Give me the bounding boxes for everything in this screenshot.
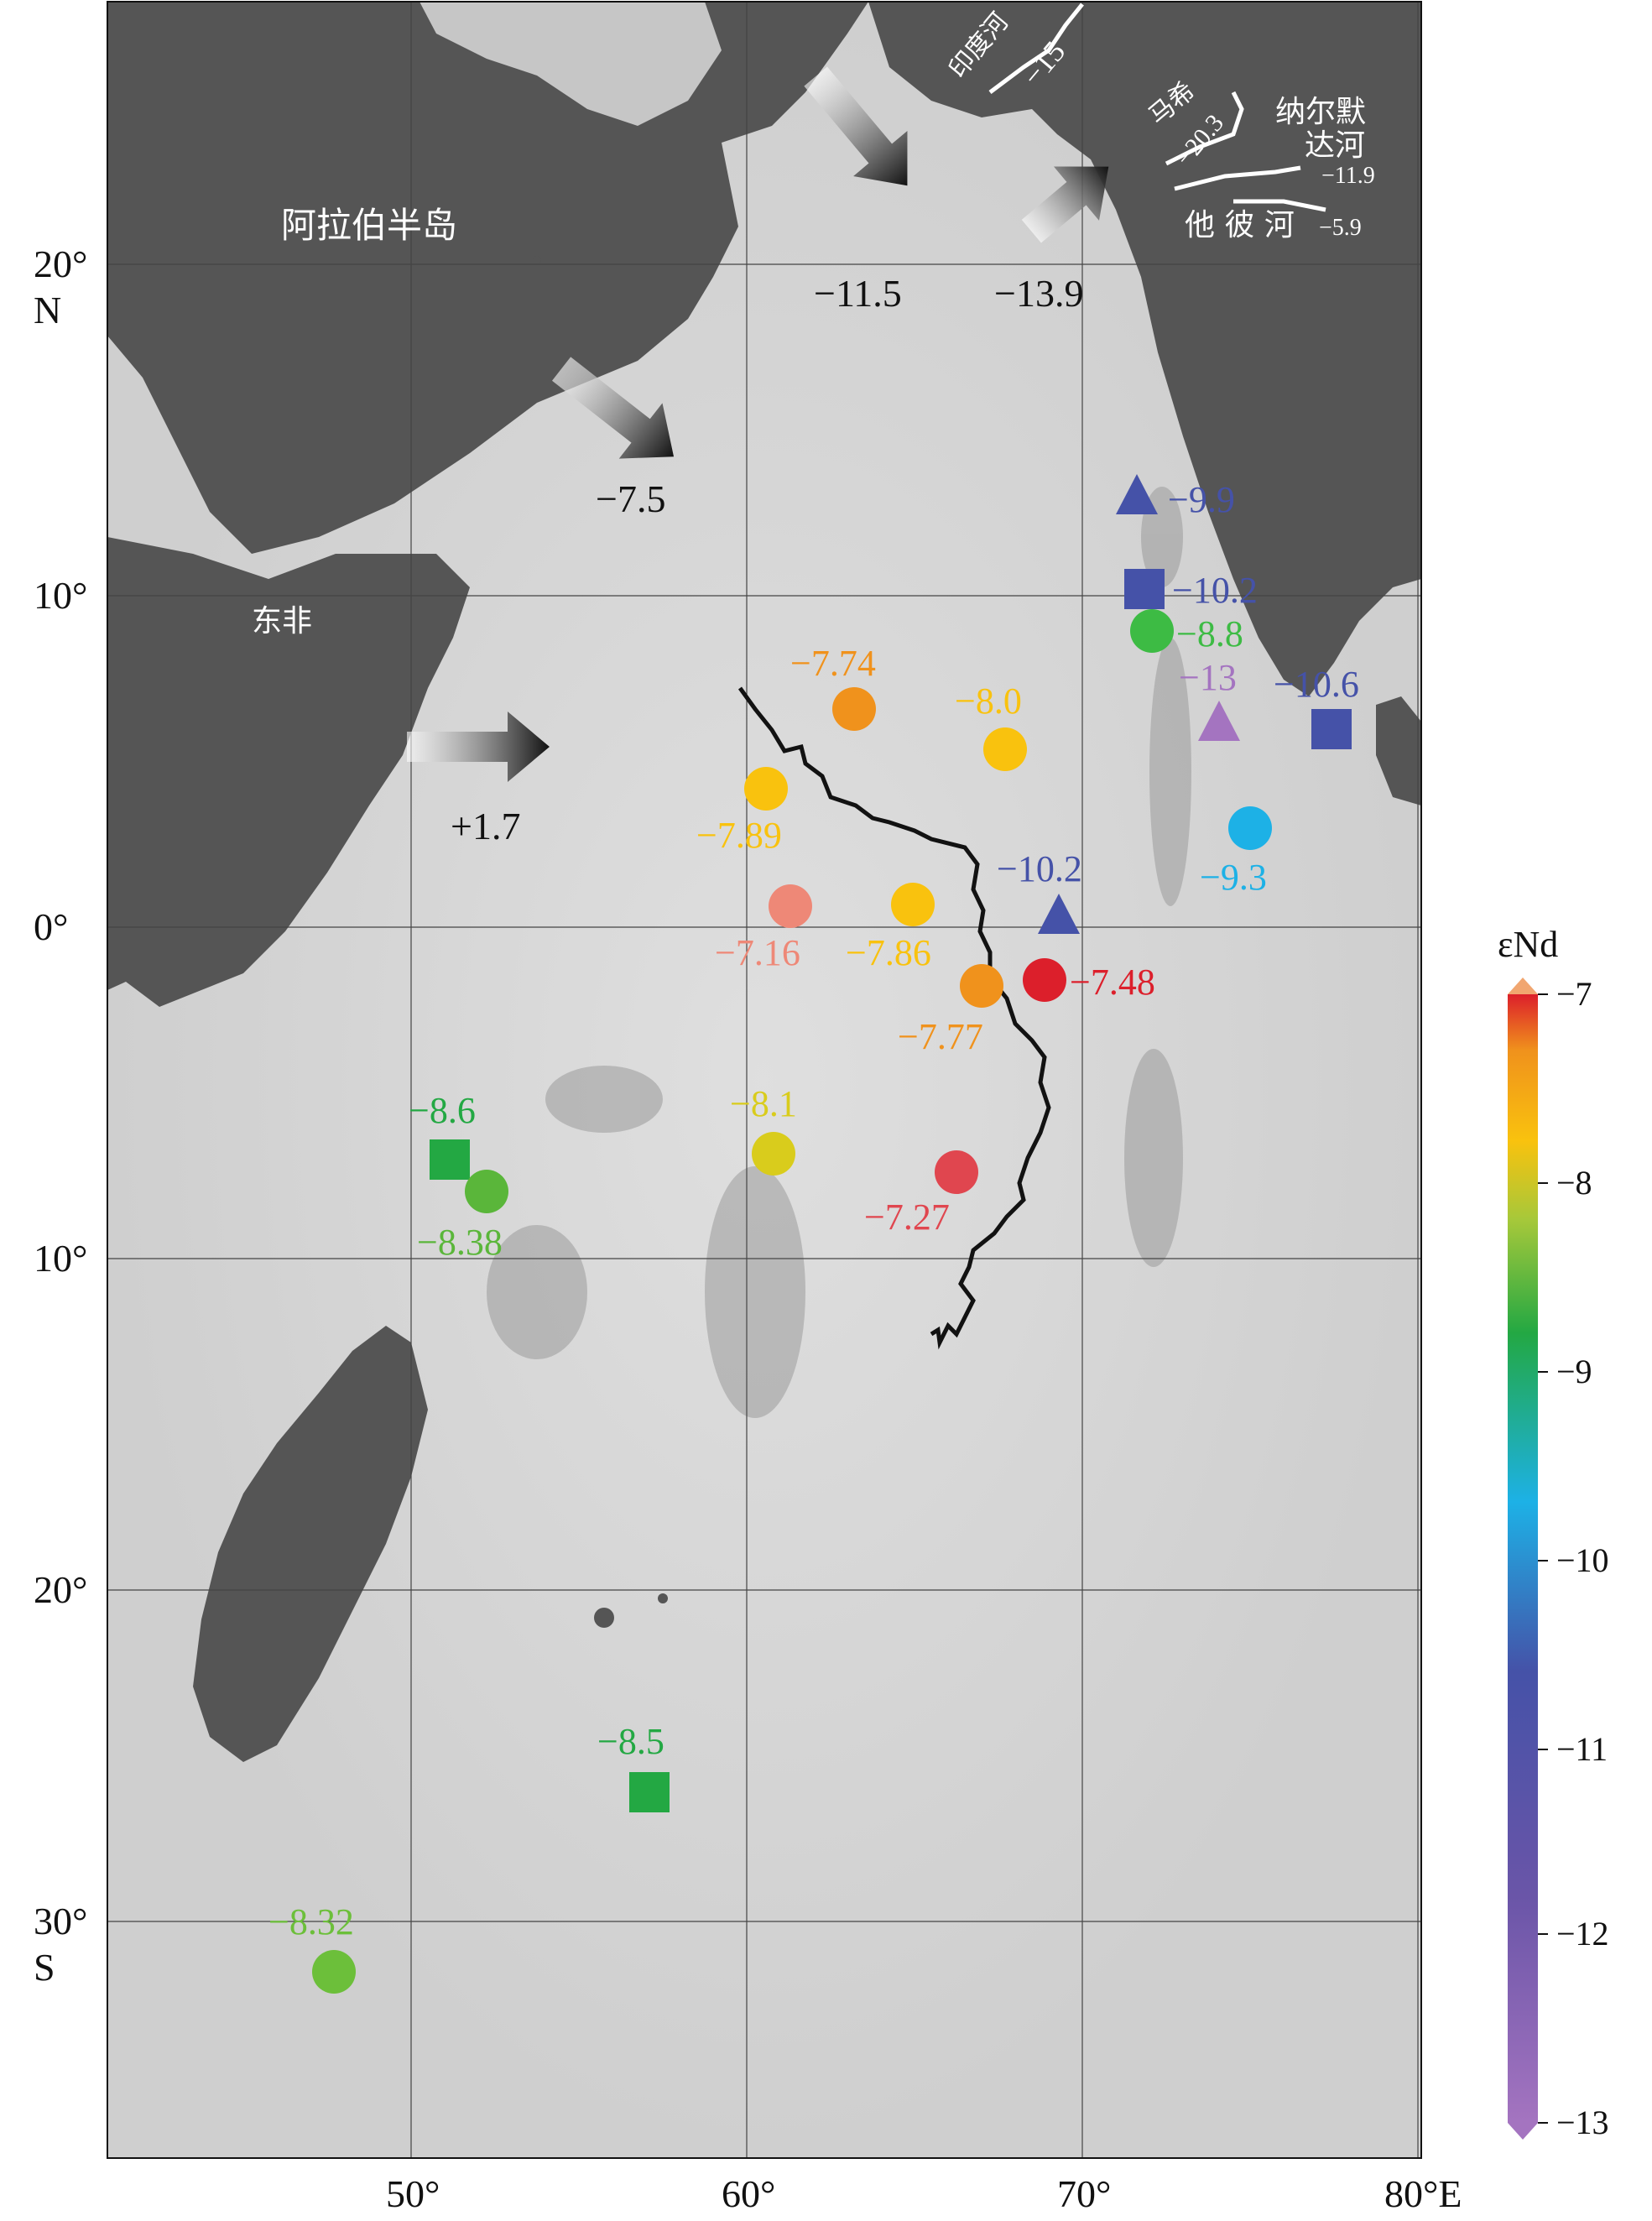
- carlsberg-ridge: [737, 686, 1051, 1350]
- sample-s15-label: −8.6: [409, 1090, 476, 1131]
- narmada-value: −11.9: [1321, 163, 1375, 189]
- sample-s11-marker: [891, 883, 935, 926]
- colorbar-bar: [1508, 994, 1538, 2123]
- sample-s4-label: −13: [1179, 657, 1237, 698]
- lon-label-70: 70°: [1057, 2172, 1111, 2215]
- arrow-2-value: −13.9: [994, 272, 1083, 315]
- lon-label-80: 80°E: [1384, 2172, 1462, 2215]
- tapi-label: 他 彼 河: [1185, 208, 1295, 242]
- sample-s2-marker: [1124, 569, 1165, 609]
- sample-s19-label: −8.5: [597, 1721, 664, 1762]
- africa-landmass: [107, 537, 470, 1007]
- sample-s3-marker: [1130, 609, 1174, 653]
- sample-s1-label: −9.9: [1168, 479, 1235, 520]
- colorbar-tick-4: −10: [1556, 1541, 1609, 1579]
- sample-s5-label: −10.6: [1274, 664, 1359, 705]
- arabia-landmass: [107, 2, 868, 554]
- sample-labels: −9.9 −10.2 −8.8 −13 −10.6 −9.3 −7.74 −8.…: [268, 479, 1359, 1942]
- sample-s18-marker: [935, 1150, 978, 1194]
- narmada-label-2: 达河: [1305, 128, 1365, 163]
- india-landmass: [1091, 159, 1421, 696]
- axis-labels: 50° 60° 70° 80°E 20° N 10° 0° 10° 20° 30…: [34, 242, 1462, 2215]
- lon-label-50: 50°: [386, 2172, 440, 2215]
- colorbar-tick-1: −7: [1556, 975, 1592, 1013]
- arrow-2: [1021, 166, 1109, 243]
- east-africa-label: 东非: [252, 604, 312, 639]
- sample-s12-label: −10.2: [997, 848, 1082, 889]
- graticule: [107, 2, 1421, 2158]
- sample-s17-label: −8.1: [730, 1083, 797, 1124]
- sample-s7-marker: [832, 687, 876, 731]
- sample-s6-marker: [1228, 806, 1272, 850]
- sample-markers: [312, 474, 1352, 1994]
- colorbar-tick-3: −9: [1556, 1353, 1592, 1390]
- sri-lanka: [1376, 696, 1421, 806]
- sample-s12-marker: [1038, 894, 1080, 934]
- sample-s10-marker: [769, 884, 812, 928]
- lat-label-20s: 20°: [34, 1568, 87, 1611]
- colorbar-tick-2: −8: [1556, 1164, 1592, 1202]
- sample-s11-label: −7.86: [846, 932, 931, 973]
- sample-s20-marker: [312, 1950, 356, 1994]
- sample-s9-marker: [744, 767, 788, 811]
- colorbar-tick-7: −13: [1556, 2104, 1609, 2141]
- sample-s8-label: −8.0: [955, 680, 1022, 722]
- arrow-4: [407, 712, 550, 782]
- narmada-label-1: 纳尔默: [1275, 95, 1366, 129]
- tapi-value: −5.9: [1319, 215, 1362, 241]
- sample-s10-label: −7.16: [715, 932, 800, 973]
- lat-label-s: S: [34, 1946, 55, 1989]
- sample-s4-marker: [1198, 701, 1240, 741]
- sample-s18-label: −7.27: [864, 1197, 950, 1238]
- sample-s16-marker: [465, 1170, 508, 1213]
- sample-s14-marker: [960, 964, 1003, 1008]
- lat-label-10n: 10°: [34, 574, 87, 617]
- arrow-3: [551, 357, 675, 459]
- arrow-4-value: +1.7: [451, 805, 520, 847]
- sample-s1-marker: [1116, 474, 1158, 514]
- sample-s20-label: −8.32: [268, 1901, 354, 1942]
- arrow-1: [804, 66, 908, 186]
- sample-s13-marker: [1023, 958, 1066, 1002]
- colorbar: εNd −7 −8 −9 −10 −11 −12 −13: [1498, 924, 1609, 2141]
- sample-s7-label: −7.74: [790, 643, 876, 684]
- colorbar-tick-5: −11: [1556, 1730, 1608, 1768]
- arrow-1-value: −11.5: [814, 272, 902, 315]
- lat-label-10s: 10°: [34, 1237, 87, 1280]
- arabia-label: 阿拉伯半岛: [281, 205, 457, 246]
- lat-label-30s: 30°: [34, 1900, 87, 1942]
- sample-s5-marker: [1311, 709, 1352, 749]
- lat-label-n: N: [34, 289, 61, 331]
- colorbar-tick-6: −12: [1556, 1915, 1609, 1952]
- flux-arrows: [407, 66, 1109, 782]
- map-frame: [107, 1, 1422, 2159]
- sample-s13-label: −7.48: [1070, 962, 1155, 1003]
- rivers: [988, 3, 1326, 212]
- sample-s19-marker: [629, 1772, 670, 1812]
- sample-s3-label: −8.8: [1176, 613, 1243, 654]
- sample-s6-label: −9.3: [1200, 857, 1267, 898]
- sample-s2-label: −10.2: [1172, 570, 1258, 611]
- colorbar-title: εNd: [1498, 924, 1558, 965]
- lon-label-60: 60°: [722, 2172, 775, 2215]
- lat-label-0: 0°: [34, 905, 68, 948]
- sample-s8-marker: [983, 727, 1027, 771]
- madagascar: [193, 1326, 428, 1762]
- arrow-3-value: −7.5: [596, 477, 665, 520]
- sample-s15-marker: [430, 1139, 470, 1180]
- sample-s9-label: −7.89: [696, 815, 782, 856]
- sample-s17-marker: [752, 1132, 795, 1176]
- sample-s16-label: −8.38: [417, 1222, 503, 1263]
- sample-s14-label: −7.77: [898, 1016, 983, 1057]
- lat-label-20n: 20°: [34, 242, 87, 285]
